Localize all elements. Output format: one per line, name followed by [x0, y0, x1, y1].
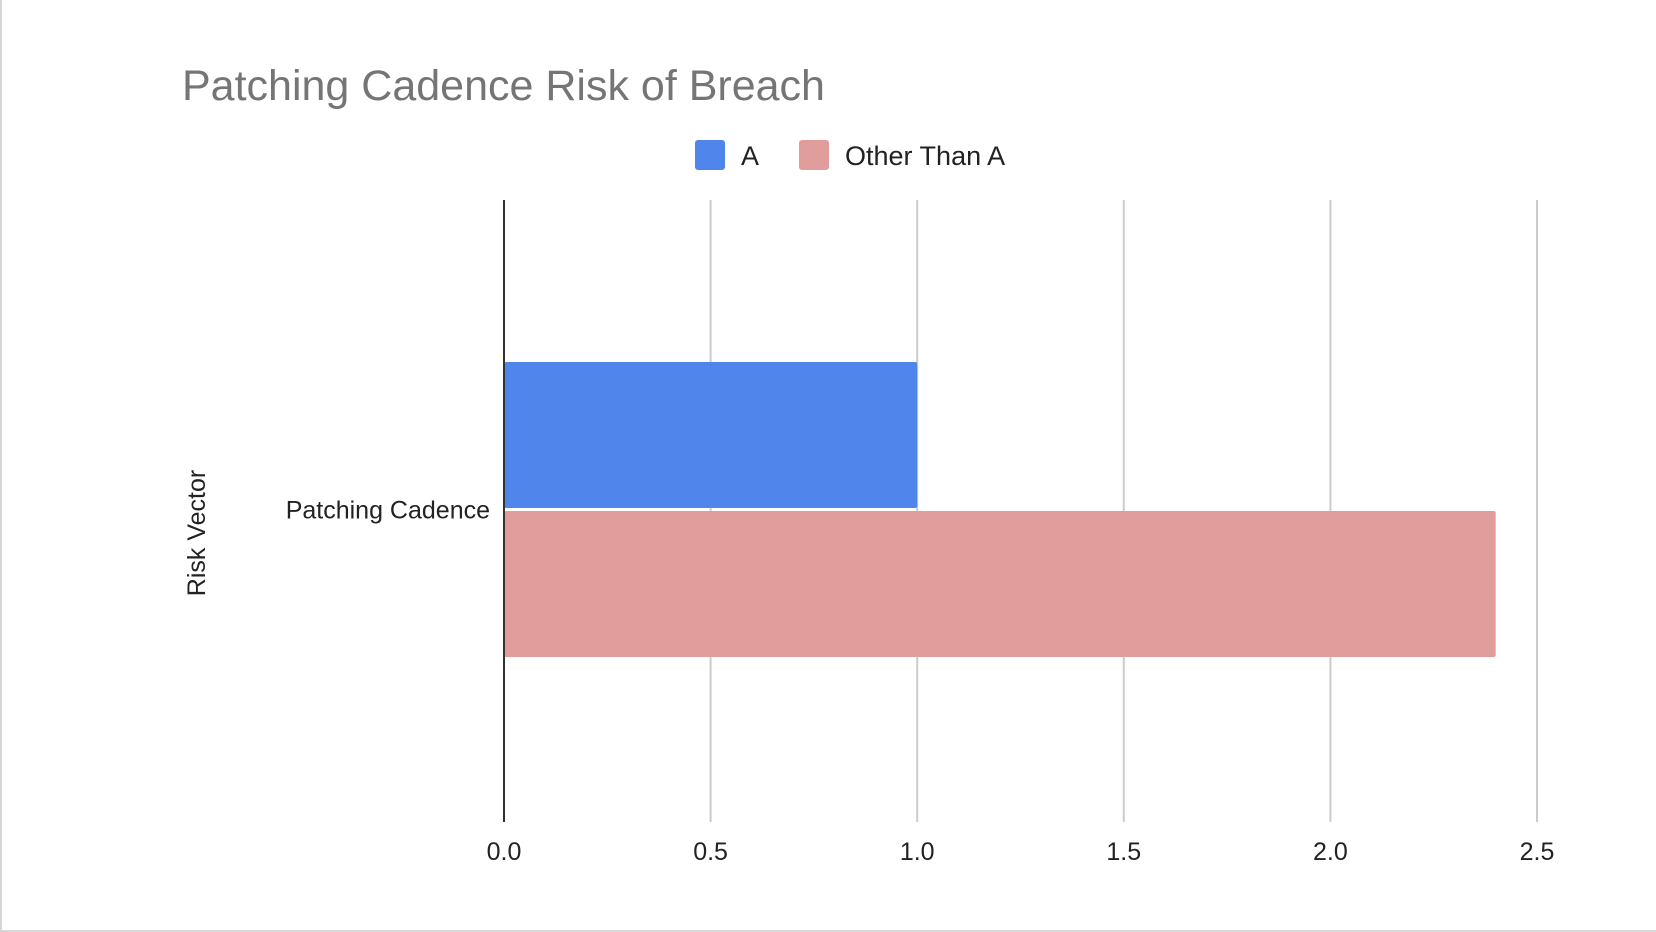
- legend-label: A: [741, 141, 759, 171]
- category-label: Patching Cadence: [286, 497, 490, 525]
- x-tick-labels: 0.0 0.5 1.0 1.5 2.0 2.5: [487, 838, 1555, 866]
- x-tick-label: 0.0: [487, 838, 522, 866]
- x-tick-label: 1.5: [1106, 838, 1141, 866]
- bar-a: [504, 362, 918, 508]
- x-tick-label: 0.5: [693, 838, 728, 866]
- legend-swatch-other-than-a: [799, 140, 830, 170]
- x-tick-label: 1.0: [900, 838, 935, 866]
- x-tick-label: 2.5: [1520, 838, 1555, 866]
- category-labels: Patching Cadence: [286, 497, 490, 525]
- chart-title: Patching Cadence Risk of Breach: [182, 62, 825, 110]
- bar-other-than-a: [504, 511, 1496, 657]
- legend-swatch-a: [695, 140, 725, 170]
- x-tick-label: 2.0: [1313, 838, 1348, 866]
- bars: [504, 362, 1496, 657]
- y-axis-label: Risk Vector: [183, 470, 211, 596]
- legend: A Other Than A: [695, 140, 1005, 171]
- legend-label: Other Than A: [845, 141, 1005, 171]
